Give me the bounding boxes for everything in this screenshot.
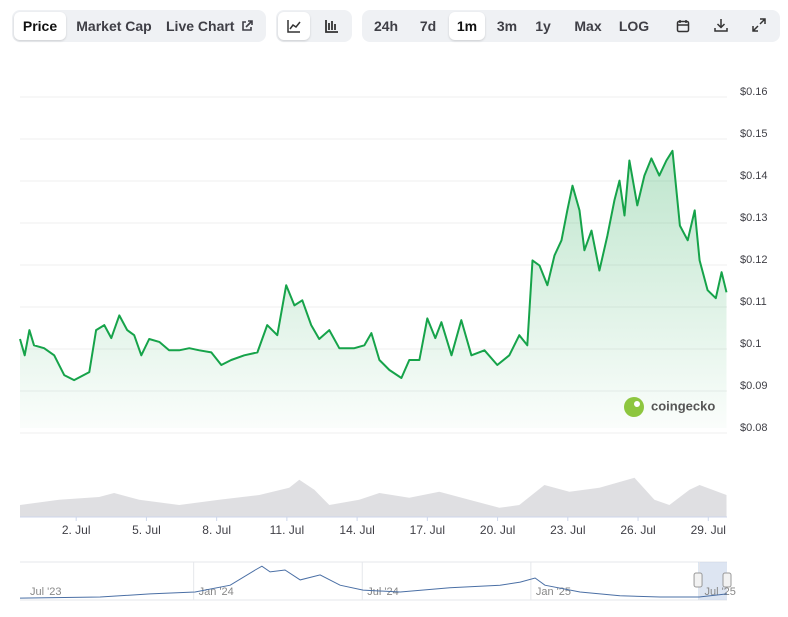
y-tick-label: $0.11 xyxy=(740,296,767,308)
candle-chart-button[interactable] xyxy=(316,12,348,40)
x-tick-label: 11. Jul xyxy=(270,523,304,537)
x-tick-label: 20. Jul xyxy=(480,523,515,537)
range-button[interactable]: Max xyxy=(574,18,602,34)
x-tick-label: 29. Jul xyxy=(691,523,726,537)
price-area xyxy=(20,150,727,429)
y-tick-label: $0.09 xyxy=(740,380,768,392)
download-icon[interactable] xyxy=(714,18,728,33)
range-button[interactable]: 24h xyxy=(373,18,399,34)
navigator-label: Jan '25 xyxy=(536,586,571,598)
range-button[interactable]: LOG xyxy=(618,18,650,34)
range-button[interactable]: 7d xyxy=(419,18,437,34)
y-tick-label: $0.1 xyxy=(740,338,761,350)
x-tick-label: 8. Jul xyxy=(202,523,231,537)
tab[interactable]: Live Chart xyxy=(166,18,235,34)
navigator-label: Jul '25 xyxy=(704,586,735,598)
watermark: coingecko xyxy=(624,397,715,417)
tab[interactable]: Price xyxy=(14,12,66,40)
range-button[interactable]: 3m xyxy=(496,18,518,34)
navigator-label: Jul '24 xyxy=(367,586,398,598)
y-tick-label: $0.16 xyxy=(740,86,768,98)
range-button[interactable]: 1m xyxy=(449,12,485,40)
y-tick-label: $0.13 xyxy=(740,212,768,224)
range-button[interactable]: 1y xyxy=(535,18,551,34)
x-tick-label: 17. Jul xyxy=(410,523,445,537)
y-tick-label: $0.12 xyxy=(740,254,768,266)
expand-icon[interactable] xyxy=(752,18,766,32)
tab[interactable]: Market Cap xyxy=(76,18,152,34)
line-chart-button[interactable] xyxy=(278,12,310,40)
navigator-label: Jul '23 xyxy=(30,586,61,598)
navigator-handle xyxy=(693,572,703,588)
y-tick-label: $0.15 xyxy=(740,128,768,140)
navigator-handle xyxy=(722,572,732,588)
x-tick-label: 23. Jul xyxy=(550,523,585,537)
x-tick-label: 2. Jul xyxy=(62,523,91,537)
navigator-label: Jan '24 xyxy=(199,586,234,598)
navigator-line xyxy=(19,565,728,599)
external-icon xyxy=(242,20,253,31)
volume-area xyxy=(20,477,727,517)
x-tick-label: 14. Jul xyxy=(339,523,374,537)
navigator-selection xyxy=(698,562,727,600)
calendar-icon[interactable] xyxy=(676,19,690,33)
y-tick-label: $0.08 xyxy=(740,422,768,434)
x-tick-label: 26. Jul xyxy=(620,523,655,537)
y-tick-label: $0.14 xyxy=(740,170,768,182)
chart-type-group xyxy=(276,10,352,42)
price-line xyxy=(19,149,728,382)
range-group: 24h 7d 1m 3m 1y Max LOG xyxy=(362,10,780,42)
tab-group: Price Market Cap Live Chart xyxy=(12,10,266,42)
watermark-text: coingecko xyxy=(651,398,715,413)
x-tick-label: 5. Jul xyxy=(132,523,161,537)
